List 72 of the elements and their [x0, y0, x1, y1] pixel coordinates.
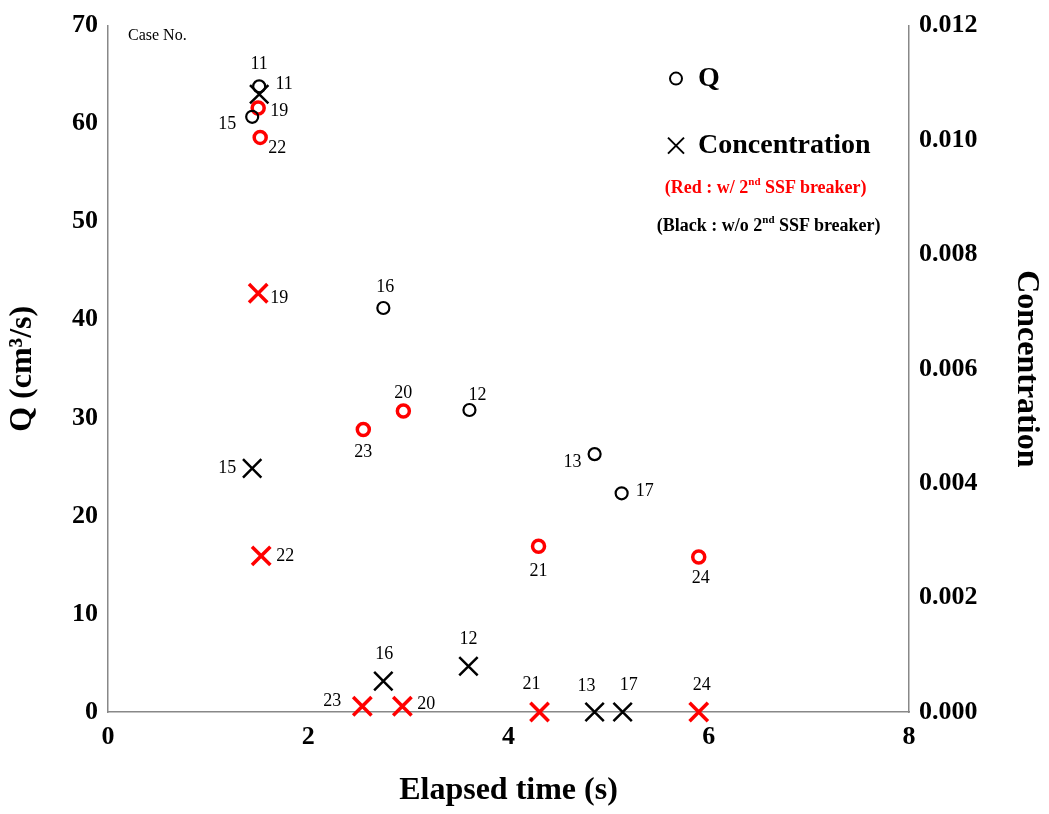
point	[250, 544, 273, 567]
x-axis-title: Elapsed time (s)	[399, 770, 618, 807]
point	[248, 83, 270, 105]
point	[252, 129, 268, 146]
annotation: 22	[268, 137, 287, 158]
point	[391, 695, 414, 718]
point	[252, 79, 267, 94]
y-tick-label: 50	[72, 205, 98, 235]
point	[395, 403, 412, 419]
annotation: 15	[218, 112, 237, 133]
point	[376, 300, 391, 316]
point	[528, 701, 551, 723]
annotation: 21	[522, 672, 541, 693]
point	[372, 670, 394, 692]
annotation: 16	[375, 642, 394, 663]
point	[614, 486, 629, 501]
y-tick-label: 10	[72, 597, 98, 627]
annotation: 21	[529, 560, 548, 581]
y2-tick-label: 0.004	[919, 466, 978, 496]
y-tick-label: 40	[72, 303, 98, 333]
annotation: 20	[394, 381, 413, 402]
annotation: 13	[577, 674, 596, 695]
annotation: 22	[276, 544, 295, 565]
annotation: 19	[270, 99, 289, 120]
annotation: 11	[275, 72, 293, 93]
point	[245, 109, 260, 124]
annotation: 11	[250, 53, 268, 74]
legend-label: Concentration	[698, 127, 872, 159]
y2-tick-label: 0.008	[919, 238, 978, 268]
annotation: 12	[468, 383, 487, 404]
point	[612, 701, 634, 723]
annotation: 24	[692, 673, 711, 694]
annotation: 23	[323, 690, 342, 711]
point	[584, 701, 606, 723]
point	[458, 655, 479, 677]
annotation: 15	[218, 457, 237, 478]
annotation: Case No.	[128, 25, 187, 43]
annotation: 17	[635, 480, 654, 501]
x-tick-label: 8	[902, 721, 916, 751]
annotation: 20	[417, 693, 436, 714]
point	[355, 421, 372, 438]
annotation: 19	[270, 287, 289, 308]
annotation: 13	[563, 450, 582, 471]
y2-tick-label: 0.006	[919, 352, 978, 382]
point	[241, 457, 263, 479]
point	[462, 402, 477, 418]
x-tick-label: 4	[502, 721, 515, 751]
point	[687, 701, 710, 723]
y2-tick-label: 0.000	[919, 695, 978, 725]
y2-tick-label: 0.010	[919, 123, 978, 153]
annotation: 17	[619, 673, 638, 694]
annotation: 24	[691, 566, 710, 587]
y-tick-label: 20	[72, 499, 98, 529]
y-tick-label: 70	[72, 9, 98, 39]
x-tick-label: 6	[702, 721, 716, 751]
y2-tick-label: 0.012	[919, 9, 978, 39]
y-axis-title: Q (cm³/s)	[2, 305, 39, 432]
y-tick-label: 60	[72, 107, 98, 137]
point	[351, 695, 374, 718]
point	[587, 447, 602, 462]
y2-tick-label: 0.002	[919, 581, 978, 611]
x-tick-label: 2	[301, 721, 315, 751]
y-tick-label: 30	[72, 401, 98, 431]
annotation: 12	[459, 627, 478, 648]
point	[247, 282, 270, 305]
annotation: 16	[376, 275, 395, 296]
annotation: 23	[354, 441, 373, 462]
point	[530, 538, 547, 555]
y2-axis-title: Concentration	[1010, 270, 1047, 468]
point	[690, 549, 707, 565]
y-tick-label: 0	[85, 695, 98, 725]
legend-label: Q	[698, 60, 720, 92]
